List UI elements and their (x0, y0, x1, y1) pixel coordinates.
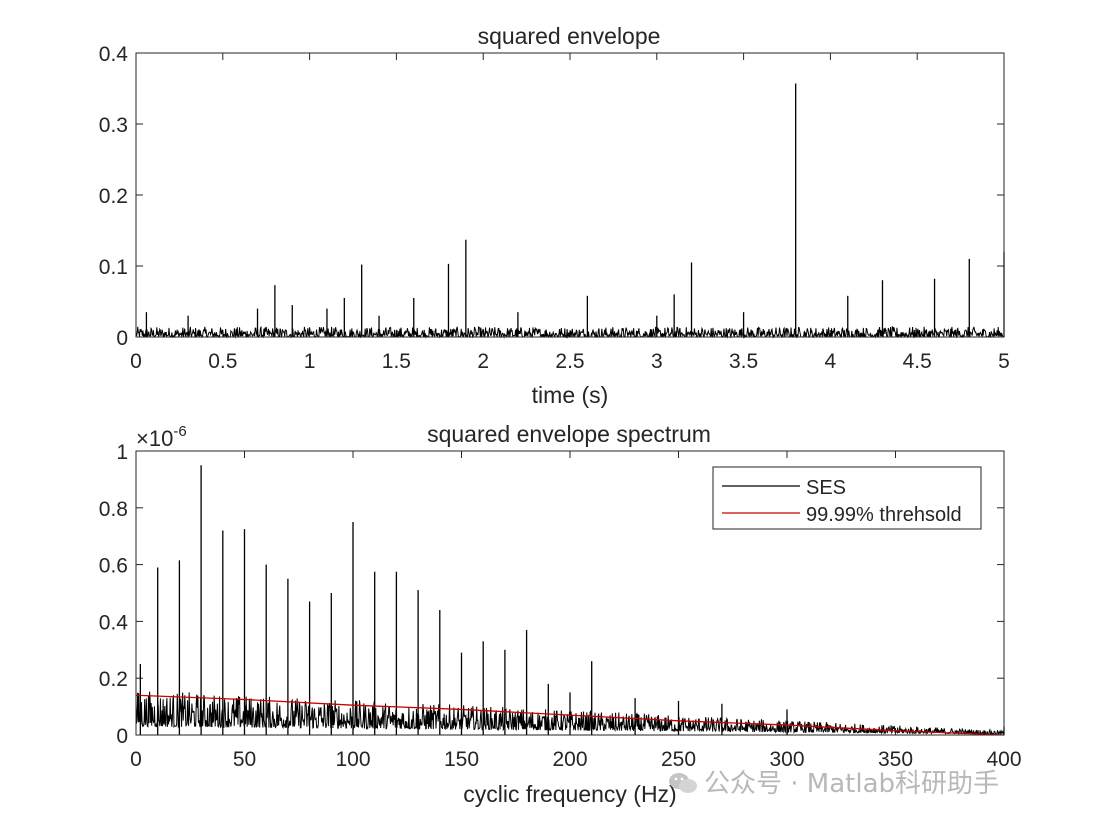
chart2-x-tick-labels: 0 50 100 150 200 250 300 350 400 (130, 748, 1021, 771)
exponent-base: ×10 (136, 426, 173, 451)
chart1-x-tick-labels: 0 0.5 1 1.5 2 2.5 3 3.5 4 4.5 5 (130, 350, 1010, 373)
x-tick-label: 5 (998, 350, 1010, 373)
y-tick-label: 0.3 (99, 114, 128, 137)
chart2-title: squared envelope spectrum (427, 421, 711, 447)
x-tick-label: 400 (986, 748, 1021, 771)
x-tick-label: 100 (335, 748, 370, 771)
chart1-x-axis-label: time (s) (532, 382, 609, 408)
squared-envelope-chart: squared envelope 0 0.5 1 1.5 2 2.5 3 3.5 4 4.5 5 0… (99, 23, 1010, 408)
legend-threshold-label: 99.99% threhsold (806, 504, 962, 526)
chart2-y-tick-labels: 0 0.2 0.4 0.6 0.8 1 (99, 441, 129, 748)
legend: SES 99.99% threhsold (712, 466, 982, 530)
chart1-series-line (135, 325, 1005, 339)
wechat-icon (669, 773, 697, 793)
chart1-y-tick-labels: 0 0.1 0.2 0.3 0.4 (99, 43, 129, 350)
x-tick-label: 1 (304, 350, 316, 373)
x-tick-label: 0 (130, 350, 142, 373)
chart1-title: squared envelope (478, 23, 661, 49)
chart1-ticks (135, 52, 1005, 338)
y-tick-label: 0.6 (99, 555, 128, 578)
y-tick-label: 0.2 (99, 185, 128, 208)
x-tick-label: 3 (651, 350, 663, 373)
y-tick-label: 0.2 (99, 668, 128, 691)
x-tick-label: 200 (552, 748, 587, 771)
x-tick-label: 4 (825, 350, 837, 373)
x-tick-label: 50 (233, 748, 256, 771)
x-tick-label: 250 (661, 748, 696, 771)
squared-envelope-spectrum-chart: squared envelope spectrum ×10-6 0 50 100 15… (99, 421, 1022, 807)
x-tick-label: 150 (444, 748, 479, 771)
chart1-peaks (145, 83, 1005, 337)
x-tick-label: 2.5 (555, 350, 584, 373)
y-tick-label: 0.1 (99, 256, 128, 279)
x-tick-label: 1.5 (382, 350, 411, 373)
chart2-exponent-label: ×10-6 (136, 423, 187, 451)
x-tick-label: 300 (769, 748, 804, 771)
legend-box (712, 466, 982, 530)
x-tick-label: 3.5 (729, 350, 758, 373)
x-tick-label: 4.5 (903, 350, 932, 373)
y-tick-label: 0.8 (99, 498, 128, 521)
x-tick-label: 0 (130, 748, 142, 771)
y-tick-label: 0 (116, 327, 128, 350)
chart2-peaks (139, 465, 1005, 735)
chart2-plot-area (135, 450, 1005, 736)
exponent-power: -6 (173, 423, 186, 440)
chart2-threshold-line (135, 694, 1005, 736)
x-tick-label: 350 (878, 748, 913, 771)
y-tick-label: 0.4 (99, 611, 129, 634)
watermark: 公众号 · Matlab科研助手 (668, 763, 999, 800)
legend-ses-label: SES (806, 477, 846, 499)
chart1-plot-area (135, 52, 1005, 338)
y-tick-label: 0 (116, 725, 128, 748)
chart2-x-axis-label: cyclic frequency (Hz) (463, 781, 676, 807)
x-tick-label: 0.5 (208, 350, 237, 373)
y-tick-label: 0.4 (99, 43, 129, 66)
y-tick-label: 1 (116, 441, 128, 464)
x-tick-label: 2 (477, 350, 489, 373)
watermark-text: 公众号 · Matlab科研助手 (704, 769, 1000, 799)
